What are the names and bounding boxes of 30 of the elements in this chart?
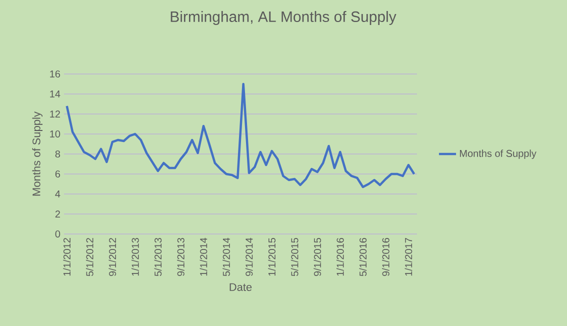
x-tick-label: 1/1/2014	[200, 238, 208, 276]
x-tick-label: 9/1/2014	[245, 238, 253, 276]
x-tick-label: 1/1/2016	[336, 238, 344, 276]
line-series	[66, 82, 416, 188]
x-tick-label: 1/1/2015	[268, 238, 276, 276]
y-tick-label: 16	[50, 70, 60, 78]
x-tick-label: 1/1/2013	[132, 238, 139, 276]
y-tick-label: 4	[55, 190, 60, 198]
x-tick-label: 5/1/2014	[222, 238, 230, 276]
x-tick-label: 5/1/2012	[86, 238, 94, 276]
x-tick-label: 9/1/2016	[382, 238, 390, 276]
x-tick-label: 9/1/2012	[108, 238, 116, 276]
x-axis-title: Date	[230, 283, 252, 291]
x-tick-label: 1/1/2017	[404, 238, 412, 276]
chart-title: Birmingham, AL Months of Supply	[170, 11, 396, 25]
x-tick-label: 9/1/2013	[177, 238, 184, 276]
y-tick-label: 2	[55, 210, 60, 218]
x-tick-label: 5/1/2015	[290, 238, 298, 276]
x-tick-label: 5/1/2016	[359, 238, 367, 276]
y-tick-label: 10	[50, 130, 60, 138]
legend-label: Months of Supply	[460, 150, 536, 159]
x-tick-label: 9/1/2015	[314, 238, 322, 276]
y-tick-label: 8	[55, 150, 60, 158]
y-tick-label: 12	[50, 110, 60, 118]
y-tick-label: 0	[55, 230, 60, 238]
x-tick-label: 1/1/2012	[63, 238, 71, 276]
y-tick-label: 6	[55, 170, 60, 178]
y-tick-label: 14	[50, 90, 60, 98]
y-axis-title: Months of Supply	[32, 112, 42, 196]
x-tick-label: 5/1/2013	[154, 238, 162, 276]
